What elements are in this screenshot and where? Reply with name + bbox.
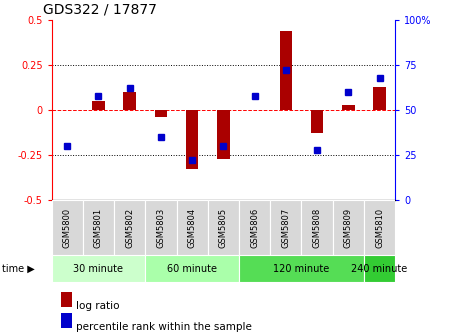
Bar — [311, 110, 323, 133]
Bar — [208, 200, 239, 255]
Bar — [373, 87, 386, 110]
Text: GSM5805: GSM5805 — [219, 208, 228, 248]
Text: GDS322 / 17877: GDS322 / 17877 — [43, 3, 157, 17]
Text: GSM5800: GSM5800 — [63, 208, 72, 248]
Bar — [217, 110, 229, 159]
Bar — [52, 200, 83, 255]
Bar — [52, 255, 145, 282]
Bar — [301, 200, 333, 255]
Text: 240 minute: 240 minute — [352, 264, 408, 274]
Text: GSM5801: GSM5801 — [94, 208, 103, 248]
Bar — [239, 255, 364, 282]
Bar — [342, 104, 355, 110]
Bar — [186, 110, 198, 169]
Bar — [154, 110, 167, 117]
Bar — [176, 200, 208, 255]
Text: GSM5808: GSM5808 — [313, 208, 321, 248]
Bar — [364, 255, 395, 282]
Text: time ▶: time ▶ — [2, 264, 35, 274]
Text: 30 minute: 30 minute — [74, 264, 123, 274]
Bar — [239, 200, 270, 255]
Bar — [123, 92, 136, 110]
Text: GSM5807: GSM5807 — [282, 208, 291, 248]
Bar — [280, 31, 292, 110]
Bar — [114, 200, 145, 255]
Bar — [270, 200, 301, 255]
Text: 60 minute: 60 minute — [167, 264, 217, 274]
Bar — [145, 255, 239, 282]
Bar — [83, 200, 114, 255]
Text: GSM5809: GSM5809 — [344, 208, 353, 248]
Bar — [364, 200, 395, 255]
Text: GSM5804: GSM5804 — [188, 208, 197, 248]
Text: GSM5810: GSM5810 — [375, 208, 384, 248]
Bar — [92, 101, 105, 110]
Text: 120 minute: 120 minute — [273, 264, 330, 274]
Text: GSM5803: GSM5803 — [156, 208, 165, 248]
Text: GSM5806: GSM5806 — [250, 208, 259, 248]
Text: percentile rank within the sample: percentile rank within the sample — [76, 322, 252, 332]
Text: log ratio: log ratio — [76, 301, 120, 310]
Bar — [333, 200, 364, 255]
Bar — [145, 200, 176, 255]
Text: GSM5802: GSM5802 — [125, 208, 134, 248]
